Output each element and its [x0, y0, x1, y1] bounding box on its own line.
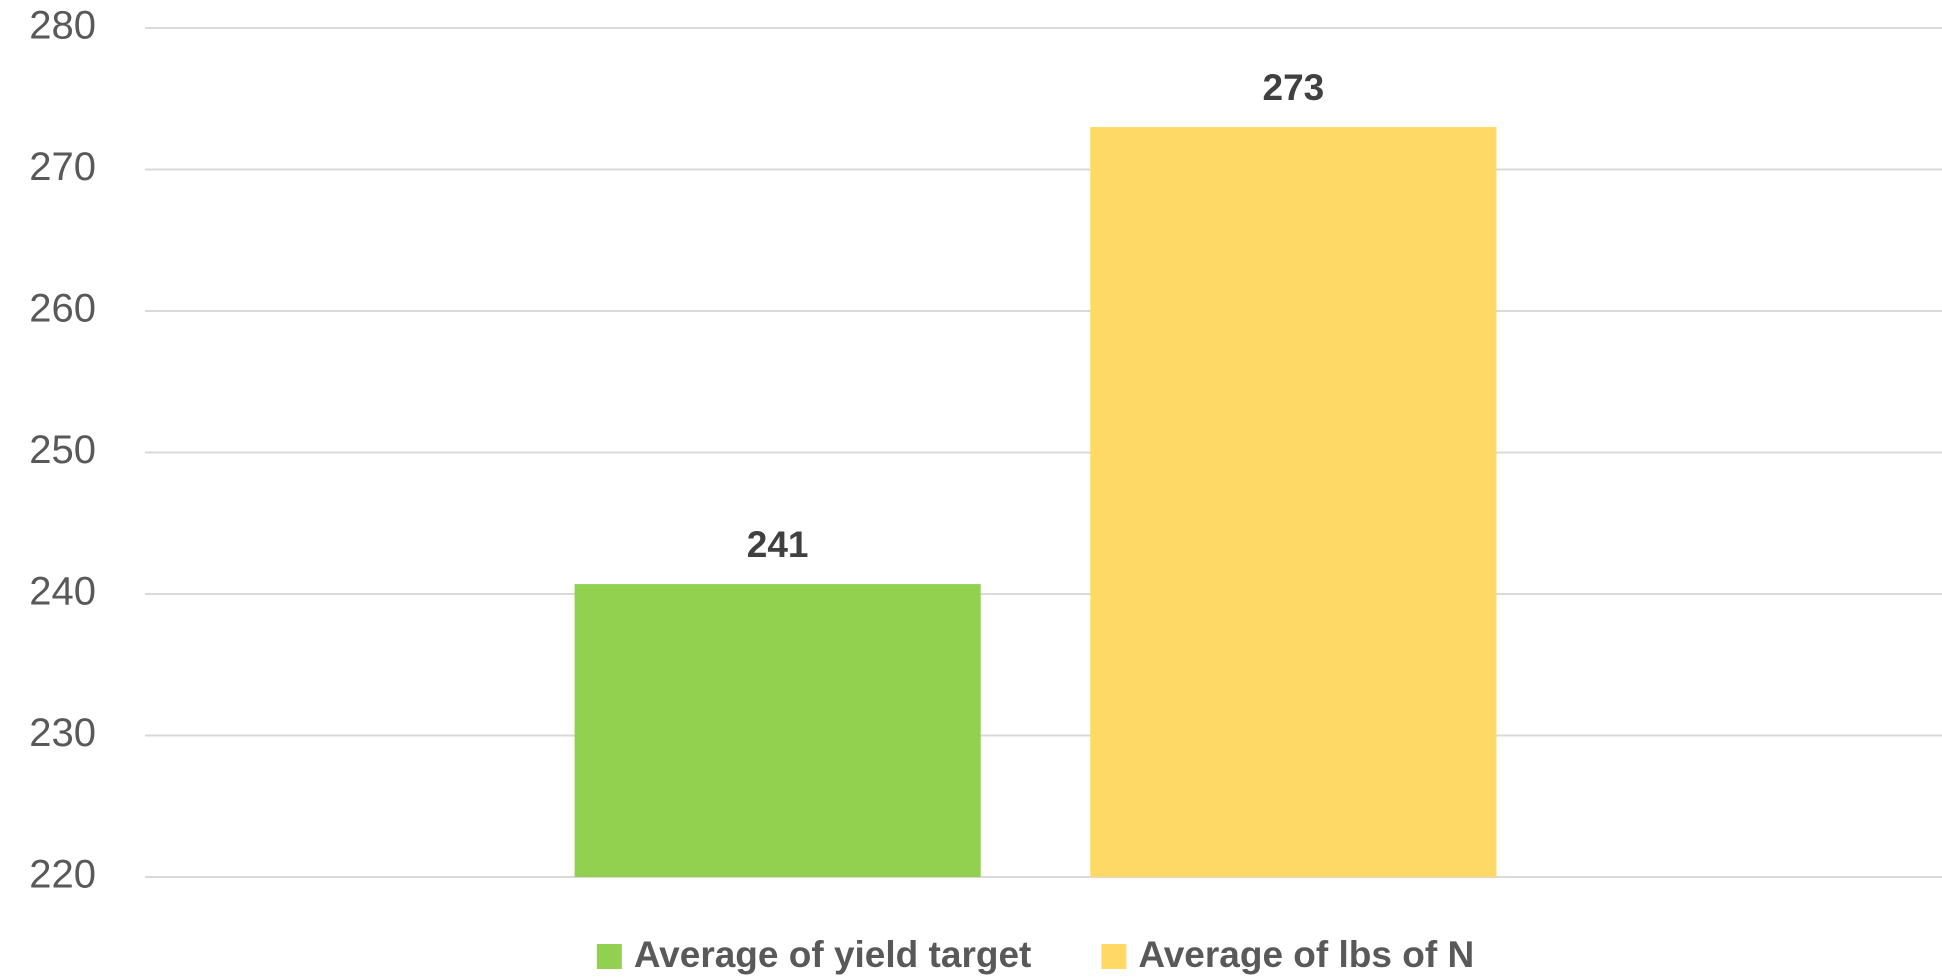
- legend-swatch: [1101, 944, 1127, 969]
- y-tick-label: 250: [29, 428, 96, 472]
- y-tick-label: 260: [29, 287, 96, 331]
- bar: [574, 584, 981, 877]
- y-tick-label: 280: [29, 4, 96, 48]
- y-tick-label: 230: [29, 711, 96, 755]
- legend-swatch: [596, 944, 622, 969]
- y-tick-label: 240: [29, 570, 96, 614]
- data-label: 273: [1263, 67, 1325, 108]
- bar: [1090, 127, 1497, 878]
- legend-label: Average of lbs of N: [1138, 934, 1474, 975]
- y-tick-label: 220: [29, 853, 96, 897]
- data-label: 241: [747, 524, 809, 565]
- legend-label: Average of yield target: [634, 934, 1032, 975]
- y-tick-label: 270: [29, 145, 96, 189]
